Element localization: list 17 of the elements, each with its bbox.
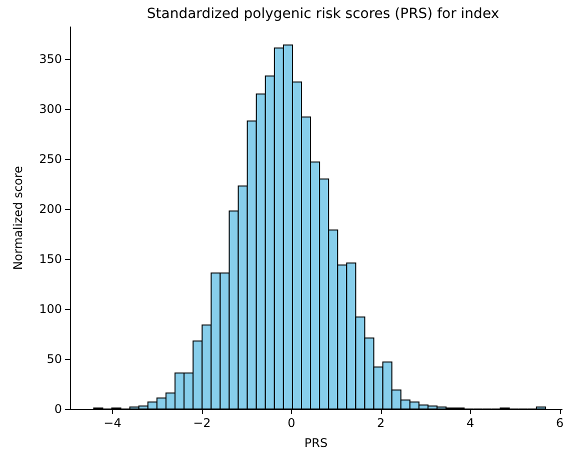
y-axis-title: Normalized score bbox=[11, 166, 25, 270]
y-tick-label: 0 bbox=[54, 402, 62, 416]
y-tick-label: 100 bbox=[39, 302, 62, 316]
x-tick-label: 2 bbox=[377, 416, 385, 430]
y-tick-label: 250 bbox=[39, 152, 62, 166]
x-tick-label: 4 bbox=[466, 416, 474, 430]
y-tick-label: 300 bbox=[39, 102, 62, 116]
x-tick-label: −2 bbox=[193, 416, 211, 430]
y-tick-label: 350 bbox=[39, 52, 62, 66]
x-tick-label: −4 bbox=[104, 416, 122, 430]
x-tick-label: 0 bbox=[288, 416, 296, 430]
y-tick-label: 150 bbox=[39, 252, 62, 266]
x-axis-title: PRS bbox=[304, 436, 328, 450]
x-tick-label: 6 bbox=[556, 416, 564, 430]
y-tick-label: 200 bbox=[39, 202, 62, 216]
chart-title: Standardized polygenic risk scores (PRS) for index bbox=[146, 6, 500, 22]
y-tick-label: 50 bbox=[46, 352, 62, 366]
